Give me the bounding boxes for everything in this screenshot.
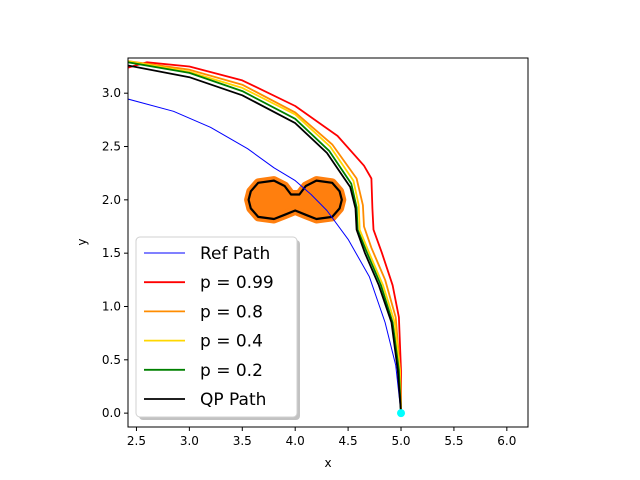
plot-frame	[127, 57, 529, 428]
legend-label-3: p = 0.4	[200, 332, 263, 352]
series-line-0	[128, 98, 402, 414]
y-tick-label: 1.5	[102, 246, 121, 260]
obstacle-outline	[247, 179, 343, 221]
x-tick-label: 4.0	[286, 434, 305, 448]
obstacle-layer	[244, 176, 347, 224]
y-tick-label: 2.5	[102, 140, 121, 154]
legend-label-1: p = 0.99	[200, 273, 274, 293]
series-line-3	[128, 60, 402, 414]
x-tick-label: 2.5	[127, 434, 146, 448]
series-line-5	[128, 64, 402, 414]
y-tick-label: 2.0	[102, 193, 121, 207]
series-line-1	[128, 61, 402, 414]
legend-label-4: p = 0.2	[200, 361, 263, 381]
x-tick-label: 4.5	[339, 434, 358, 448]
y-tick-label: 3.0	[102, 86, 121, 100]
y-axis-ticks: 0.0 0.5 1.0 1.5 2.0 2.5 3.0	[102, 86, 128, 420]
y-axis-label: y	[75, 238, 89, 245]
y-tick-label: 1.0	[102, 299, 121, 313]
x-axis-ticks: 2.5 3.0 3.5 4.0 4.5 5.0 5.5 6.0	[127, 427, 516, 448]
x-tick-label: 5.0	[391, 434, 410, 448]
marker-layer	[397, 409, 406, 418]
legend-label-2: p = 0.8	[200, 302, 263, 322]
y-tick-label: 0.5	[102, 353, 121, 367]
start-point-marker	[397, 409, 406, 418]
series-line-4	[128, 61, 402, 414]
legend-label-0: Ref Path	[200, 244, 270, 264]
x-tick-label: 5.5	[444, 434, 463, 448]
x-axis-label: x	[324, 456, 331, 470]
y-tick-label: 0.0	[102, 406, 121, 420]
x-tick-label: 3.5	[233, 434, 252, 448]
legend: Ref Path p = 0.99 p = 0.8 p = 0.4 p = 0.2 QP …	[135, 236, 300, 420]
series-line-2	[128, 60, 402, 414]
x-tick-label: 3.0	[180, 434, 199, 448]
series-layer	[128, 60, 402, 414]
x-tick-label: 6.0	[497, 434, 516, 448]
legend-label-5: QP Path	[200, 390, 266, 410]
